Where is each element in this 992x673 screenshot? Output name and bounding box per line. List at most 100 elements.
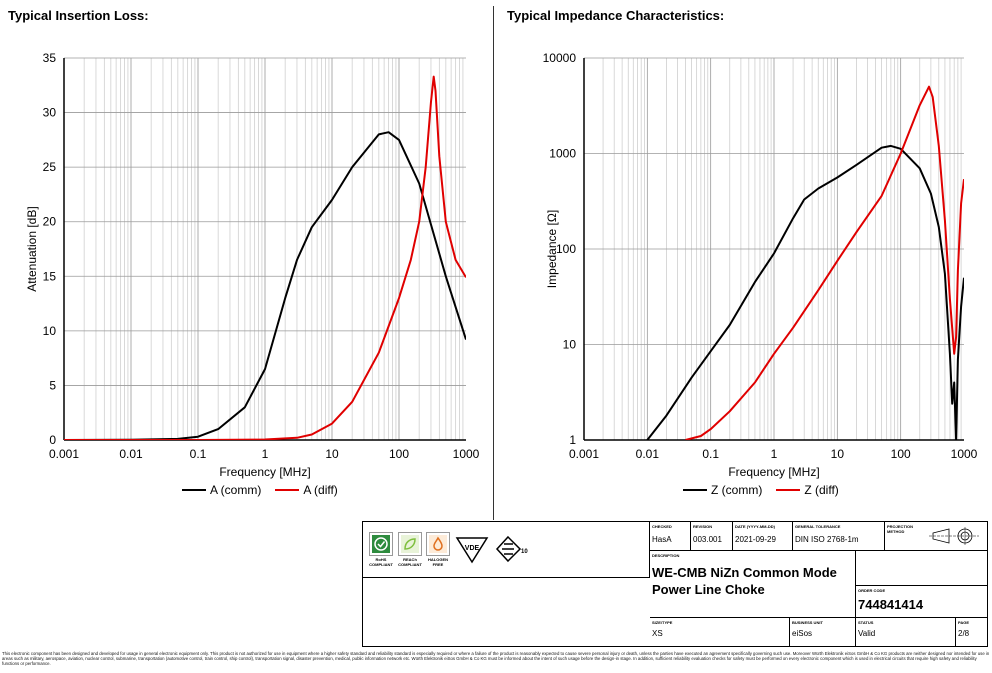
halogen-free-badge <box>426 532 450 556</box>
badges-area: RoHS COMPLIANT REACh COMPLIANT HALOGEN FREE… <box>363 522 650 578</box>
date-cell: DATE (YYYY-MM-DD) 2021-09-29 <box>733 522 793 551</box>
chart2-x-tick-label: 1 <box>771 447 778 461</box>
left-panel-title: Typical Insertion Loss: <box>8 8 149 23</box>
tolerance-label: GENERAL TOLERANCE <box>795 524 841 529</box>
size-cell: SIZE/TYPE XS <box>650 618 790 646</box>
right-legend: Z (comm) Z (diff) <box>683 483 853 497</box>
page-cell: PAGE 2/8 <box>956 618 987 646</box>
chart2-y-tick-label: 1 <box>569 433 576 447</box>
order-code-value: 744841414 <box>858 597 924 612</box>
chart2-y-tick-label: 100 <box>556 242 576 256</box>
chart1-x-tick-label: 0.1 <box>190 447 207 461</box>
projection-label: PROJECTION METHOD <box>887 524 914 534</box>
chart1-y-axis-label: Attenuation [dB] <box>25 206 39 291</box>
enec-logo-icon: 10 <box>495 535 528 563</box>
reach-label-1: REACh <box>403 557 417 562</box>
chart1-y-tick-label: 10 <box>43 324 57 338</box>
description-label: DESCRIPTION <box>652 553 680 558</box>
business-unit-label: BUSINESS UNIT <box>792 620 823 625</box>
chart1-y-tick-label: 15 <box>43 269 57 283</box>
date-value: 2021-09-29 <box>735 535 776 544</box>
chart1-x-tick-label: 0.01 <box>119 447 143 461</box>
legend-label-a-diff: A (diff) <box>303 483 338 497</box>
page-value: 2/8 <box>958 629 970 638</box>
chart2-y-tick-label: 10000 <box>543 51 577 65</box>
legend-swatch-a-comm <box>182 489 206 491</box>
order-code-cell: ORDER CODE 744841414 <box>856 586 987 618</box>
rohs-label-1: RoHS <box>375 557 387 562</box>
chart1-y-tick-label: 0 <box>49 433 56 447</box>
chart2-x-tick-label: 1000 <box>951 447 978 461</box>
chart1-x-axis-label: Frequency [MHz] <box>219 465 310 479</box>
legend-swatch-z-diff <box>776 489 801 491</box>
legend-label-z-diff: Z (diff) <box>804 483 839 497</box>
chart1-series-a-diff-line <box>64 75 466 440</box>
chart1-x-tick-label: 1 <box>262 447 269 461</box>
legend-item-z-diff: Z (diff) <box>776 483 839 497</box>
chart2-x-tick-label: 10 <box>831 447 845 461</box>
chart1-y-tick-label: 35 <box>43 51 57 65</box>
rohs-label: RoHS COMPLIANT <box>366 557 396 567</box>
checked-cell: CHECKED HasA <box>650 522 691 551</box>
legend-item-z-comm: Z (comm) <box>683 483 762 497</box>
status-label: STATUS <box>858 620 874 625</box>
chart1-series-a-comm-line <box>64 131 466 440</box>
chart1-y-tick-label: 30 <box>43 106 57 120</box>
projection-cell: PROJECTION METHOD <box>885 522 987 551</box>
reach-icon <box>401 535 419 553</box>
halogen-free-icon <box>429 535 447 553</box>
chart2-x-tick-label: 0.01 <box>636 447 660 461</box>
legend-label-a-comm: A (comm) <box>210 483 262 497</box>
checked-value: HasA <box>652 535 672 544</box>
business-unit-cell: BUSINESS UNIT eiSos <box>790 618 856 646</box>
chart2-x-tick-label: 0.1 <box>702 447 719 461</box>
halogen-free-label-2: FREE <box>432 562 444 567</box>
chart1-x-tick-label: 0.001 <box>49 447 79 461</box>
revision-cell: REVISION 003.001 <box>691 522 733 551</box>
vde-logo-text: VDE <box>465 545 480 552</box>
enec-logo-text: 10 <box>521 549 528 555</box>
status-cell: STATUS Valid <box>856 618 956 646</box>
reach-badge <box>398 532 422 556</box>
projection-symbol-icon <box>929 527 979 545</box>
chart2-y-axis-label: Impedance [Ω] <box>545 210 559 288</box>
chart2-y-tick-label: 10 <box>563 338 577 352</box>
left-legend: A (comm) A (diff) <box>182 483 352 497</box>
right-panel-title: Typical Impedance Characteristics: <box>507 8 725 23</box>
title-block: RoHS COMPLIANT REACh COMPLIANT HALOGEN FREE… <box>362 521 988 647</box>
chart1-y-tick-label: 20 <box>43 215 57 229</box>
size-label: SIZE/TYPE <box>652 620 673 625</box>
rohs-label-2: COMPLIANT <box>369 562 393 567</box>
chart2-series-z-diff-line <box>685 85 964 440</box>
chart1-y-tick-label: 25 <box>43 160 57 174</box>
description-line-1: WE-CMB NiZn Common Mode <box>652 565 837 580</box>
chart2-x-axis-label: Frequency [MHz] <box>728 465 819 479</box>
chart2-series-z-comm-line <box>646 144 964 440</box>
rohs-icon <box>372 535 390 553</box>
chart2-x-tick-label: 0.001 <box>569 447 599 461</box>
rohs-badge <box>369 532 393 556</box>
checked-label: CHECKED <box>652 524 672 529</box>
reach-label: REACh COMPLIANT <box>395 557 425 567</box>
chart1-x-tick-label: 10 <box>325 447 339 461</box>
size-value: XS <box>652 629 663 638</box>
chart2-y-tick-label: 1000 <box>549 147 576 161</box>
description-cell: DESCRIPTION WE-CMB NiZn Common Mode Powe… <box>650 551 856 618</box>
legend-swatch-a-diff <box>275 489 300 491</box>
chart1-y-tick-label: 5 <box>49 378 56 392</box>
revision-value: 003.001 <box>693 535 722 544</box>
order-code-label: ORDER CODE <box>858 588 886 593</box>
reach-label-2: COMPLIANT <box>398 562 422 567</box>
vde-logo-icon: VDE <box>455 537 489 564</box>
legend-item-a-comm: A (comm) <box>182 483 261 497</box>
blank-cell <box>856 551 987 586</box>
panel-divider <box>493 6 494 520</box>
date-label: DATE (YYYY-MM-DD) <box>735 524 775 529</box>
chart1-x-tick-label: 1000 <box>453 447 480 461</box>
legend-label-z-comm: Z (comm) <box>711 483 763 497</box>
chart1-x-tick-label: 100 <box>389 447 409 461</box>
disclaimer-text: This electronic component has been desig… <box>2 651 990 666</box>
legend-item-a-diff: A (diff) <box>275 483 338 497</box>
page-label: PAGE <box>958 620 970 625</box>
chart2-x-tick-label: 100 <box>891 447 911 461</box>
